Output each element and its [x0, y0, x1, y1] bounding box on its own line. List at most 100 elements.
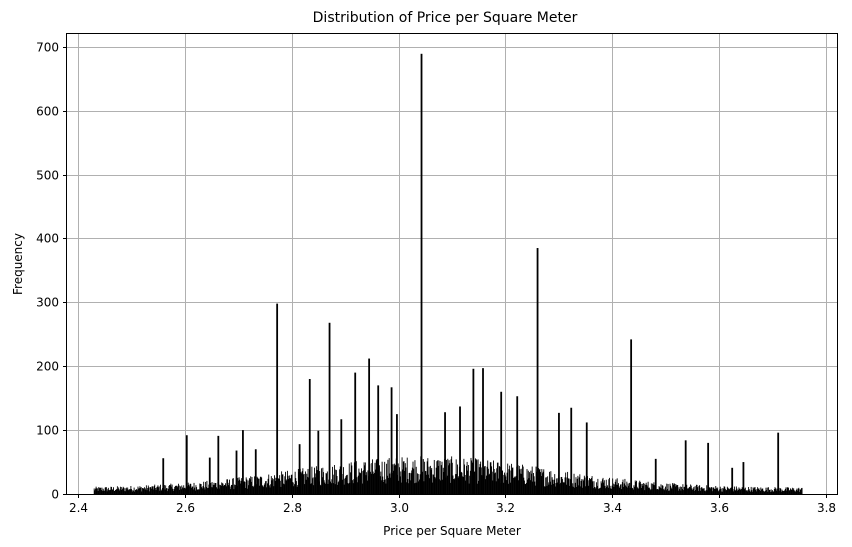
x-tick-label: 2.8: [283, 501, 302, 515]
histogram-bin: [703, 488, 705, 494]
histogram-bin: [136, 489, 138, 494]
histogram-bin: [287, 475, 289, 494]
histogram-bin: [210, 487, 212, 494]
histogram-bin: [188, 484, 190, 494]
histogram-bin: [515, 475, 517, 494]
histogram-bin: [467, 464, 469, 494]
histogram-bin: [700, 487, 702, 494]
histogram-bin: [506, 472, 508, 494]
histogram-bin: [264, 483, 266, 494]
histogram-bin: [639, 480, 641, 494]
histogram-bin: [455, 474, 456, 494]
histogram-bin: [801, 487, 803, 494]
histogram-bin: [343, 484, 345, 494]
histogram-bin: [489, 473, 491, 494]
histogram-bin: [465, 480, 467, 494]
histogram-bin: [293, 486, 295, 494]
y-tick-label: 400: [36, 232, 59, 246]
histogram-bin: [156, 486, 158, 494]
histogram-peak-bar: [162, 458, 165, 494]
histogram-bin: [695, 489, 697, 494]
histogram-bin: [486, 466, 488, 494]
histogram-bin: [713, 487, 715, 494]
histogram-bin: [680, 490, 682, 494]
histogram-bin: [124, 488, 126, 494]
histogram-bin: [542, 473, 543, 494]
histogram-bin: [578, 477, 580, 494]
histogram-bin: [268, 474, 270, 494]
histogram-bin: [554, 474, 556, 494]
histogram-bin: [362, 470, 364, 494]
histogram-bin: [230, 489, 232, 494]
histogram-bin: [610, 488, 612, 494]
histogram-bin: [637, 488, 639, 494]
histogram-bin: [338, 480, 340, 494]
histogram-bin: [475, 458, 476, 494]
histogram-bin: [460, 471, 462, 494]
histogram-bin: [540, 476, 542, 494]
histogram-bin: [252, 487, 254, 494]
histogram-bin: [249, 479, 251, 494]
histogram-bin: [749, 490, 751, 494]
histogram-bin: [324, 483, 326, 494]
histogram-peak-bar: [707, 442, 710, 494]
histogram-bin: [408, 483, 409, 494]
histogram-bin: [574, 487, 576, 494]
histogram-bin: [180, 489, 182, 494]
histogram-bin: [775, 490, 777, 494]
histogram-bin: [222, 483, 224, 494]
histogram-peak-bar: [308, 379, 311, 494]
histogram-bin: [628, 485, 630, 494]
histogram-bin: [131, 491, 133, 494]
y-axis-label: Frequency: [11, 233, 25, 295]
histogram-bin: [466, 461, 468, 494]
histogram-bin: [585, 486, 587, 494]
histogram-bin: [310, 483, 312, 494]
histogram-bin: [494, 473, 496, 494]
histogram-bin: [300, 472, 302, 494]
histogram-bin: [345, 475, 347, 494]
histogram-bin: [612, 478, 614, 494]
histogram-bin: [145, 485, 147, 494]
histogram-bin: [127, 487, 129, 494]
histogram-bin: [463, 458, 465, 494]
histogram-bin: [372, 471, 374, 494]
histogram-bin: [449, 463, 451, 494]
histogram-bin: [442, 467, 444, 494]
histogram-bin: [746, 491, 748, 494]
histogram-bin: [147, 485, 149, 494]
histogram-bin: [247, 480, 249, 494]
histogram-bin: [552, 483, 554, 494]
histogram-bin: [541, 469, 543, 494]
histogram-bin: [100, 487, 102, 494]
histogram-bin: [315, 473, 317, 494]
y-tick-label: 300: [36, 296, 59, 310]
histogram-bin: [603, 480, 605, 494]
histogram-bin: [599, 487, 601, 494]
histogram-peak-bar: [500, 391, 503, 494]
histogram-bin: [210, 482, 212, 494]
histogram-bin: [561, 478, 563, 494]
histogram-bin: [386, 475, 388, 494]
histogram-bin: [511, 463, 513, 494]
histogram-bin: [178, 483, 180, 494]
histogram-bin: [440, 465, 442, 494]
histogram-bin: [149, 491, 151, 494]
histogram-bin: [665, 490, 667, 494]
histogram-bin: [438, 479, 440, 494]
histogram-bin: [551, 484, 552, 494]
histogram-bin: [736, 488, 738, 494]
histogram-bin: [333, 465, 335, 494]
histogram-bin: [782, 490, 784, 494]
histogram-bin: [422, 459, 424, 494]
x-axis-label: Price per Square Meter: [383, 524, 521, 538]
histogram-bin: [313, 485, 315, 494]
histogram-bin: [143, 488, 145, 494]
histogram-bin: [563, 482, 565, 494]
histogram-bin: [616, 484, 617, 494]
histogram-bin: [347, 483, 349, 494]
histogram-bin: [596, 485, 598, 494]
histogram-bin: [787, 487, 789, 494]
histogram-bin: [429, 465, 431, 494]
histogram-bin: [491, 471, 493, 494]
